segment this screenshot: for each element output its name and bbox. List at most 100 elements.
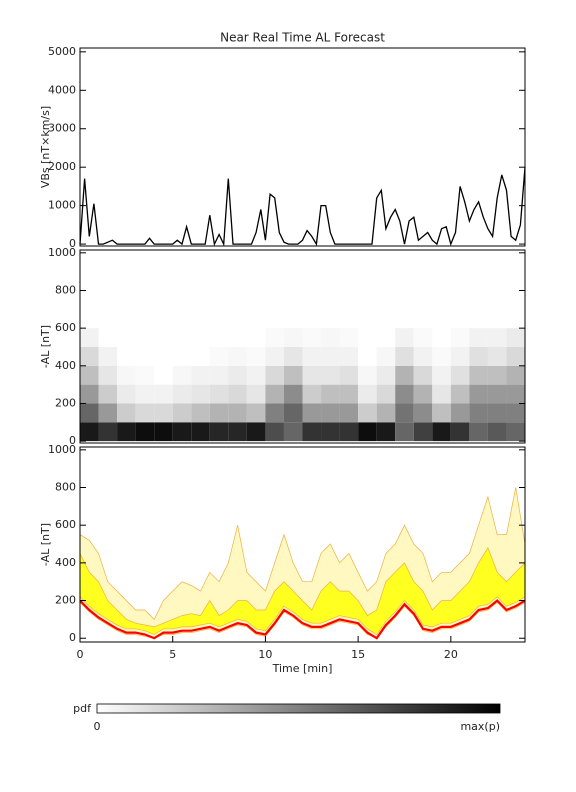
x-tick-label: 10 <box>258 648 272 661</box>
heat-cell <box>413 365 433 385</box>
heat-cell <box>117 403 136 423</box>
y-tick-label: 4000 <box>48 83 76 96</box>
heat-cell <box>191 365 210 385</box>
heat-cell <box>376 384 396 404</box>
heat-cell <box>450 384 470 404</box>
x-tick-label: 15 <box>351 648 365 661</box>
heat-cell <box>395 346 414 366</box>
heat-cell <box>376 365 396 385</box>
heat-cell <box>246 384 266 404</box>
heat-cell <box>283 328 303 347</box>
heat-cell <box>265 422 284 442</box>
heat-cell <box>450 403 470 423</box>
heat-cell <box>469 403 488 423</box>
heat-cell <box>469 384 488 404</box>
y-tick-label: 5000 <box>48 45 76 58</box>
heat-cell <box>191 422 210 442</box>
y-tick-label: 1000 <box>48 443 76 456</box>
heat-cell <box>117 365 136 385</box>
heat-cell <box>283 346 303 366</box>
heat-cell <box>302 328 322 347</box>
axes-frame <box>79 249 526 444</box>
heat-cell <box>117 346 136 366</box>
heat-cell <box>265 328 284 347</box>
heat-cell <box>376 328 396 347</box>
heat-cell <box>154 422 173 442</box>
y-tick-label: 0 <box>69 237 76 250</box>
heat-cell <box>135 384 155 404</box>
heat-cell <box>172 346 192 366</box>
heat-cell <box>191 346 210 366</box>
heat-cell <box>302 365 322 385</box>
heat-cell <box>450 365 470 385</box>
heat-cell <box>450 422 470 442</box>
colorbar-label: pdf <box>73 702 92 715</box>
y-tick-label: 400 <box>55 556 76 569</box>
heat-cell <box>487 328 507 347</box>
x-tick-label: 20 <box>444 648 458 661</box>
heat-cell <box>302 346 322 366</box>
heat-cell <box>80 422 99 442</box>
heat-cell <box>117 422 136 442</box>
axes-frame <box>79 47 526 247</box>
heat-cell <box>302 403 322 423</box>
heat-cell <box>302 384 322 404</box>
heat-cell <box>117 384 136 404</box>
heat-cell <box>98 384 118 404</box>
heat-cell <box>265 346 284 366</box>
heat-cell <box>487 365 507 385</box>
heat-cell <box>283 365 303 385</box>
y-tick-label: 2000 <box>48 160 76 173</box>
heat-cell <box>432 365 451 385</box>
heat-cell <box>98 365 118 385</box>
heat-cell <box>265 403 284 423</box>
heat-cell <box>228 422 247 442</box>
x-axis-label: Time [min] <box>272 662 333 675</box>
heat-cell <box>413 384 433 404</box>
heat-cell <box>154 384 173 404</box>
heat-cell <box>98 328 118 347</box>
colorbar-max: max(p) <box>460 720 500 733</box>
heat-cell <box>283 422 303 442</box>
heat-cell <box>432 403 451 423</box>
heat-cell <box>358 384 377 404</box>
heat-cell <box>209 384 229 404</box>
heat-cell <box>469 328 488 347</box>
heat-cell <box>172 422 192 442</box>
heat-cell <box>506 403 525 423</box>
heat-cell <box>339 365 359 385</box>
y-tick-label: 0 <box>69 631 76 644</box>
y-tick-label: 800 <box>55 481 76 494</box>
heat-cell <box>432 346 451 366</box>
heat-cell <box>80 365 99 385</box>
heat-cell <box>228 403 247 423</box>
heat-cell <box>376 346 396 366</box>
y-tick-label: 200 <box>55 396 76 409</box>
heat-cell <box>302 422 322 442</box>
x-tick-label: 0 <box>77 648 84 661</box>
heat-cell <box>339 403 359 423</box>
heat-cell <box>98 422 118 442</box>
heat-cell <box>117 328 136 347</box>
y-tick-label: 600 <box>55 518 76 531</box>
heat-cell <box>209 365 229 385</box>
heat-cell <box>209 403 229 423</box>
heat-cell <box>80 328 99 347</box>
y-tick-label: 3000 <box>48 122 76 135</box>
heat-cell <box>321 422 340 442</box>
heat-cell <box>432 422 451 442</box>
heat-cell <box>154 328 173 347</box>
heat-cell <box>228 365 247 385</box>
chart-title: Near Real Time AL Forecast <box>220 31 385 45</box>
heat-cell <box>395 328 414 347</box>
median-line <box>79 599 526 640</box>
heat-cell <box>209 328 229 347</box>
heat-cell <box>246 346 266 366</box>
y-tick-label: 600 <box>55 321 76 334</box>
heat-cell <box>469 346 488 366</box>
heat-cell <box>321 328 340 347</box>
heat-cell <box>321 403 340 423</box>
heat-cell <box>80 384 99 404</box>
heat-cell <box>432 384 451 404</box>
